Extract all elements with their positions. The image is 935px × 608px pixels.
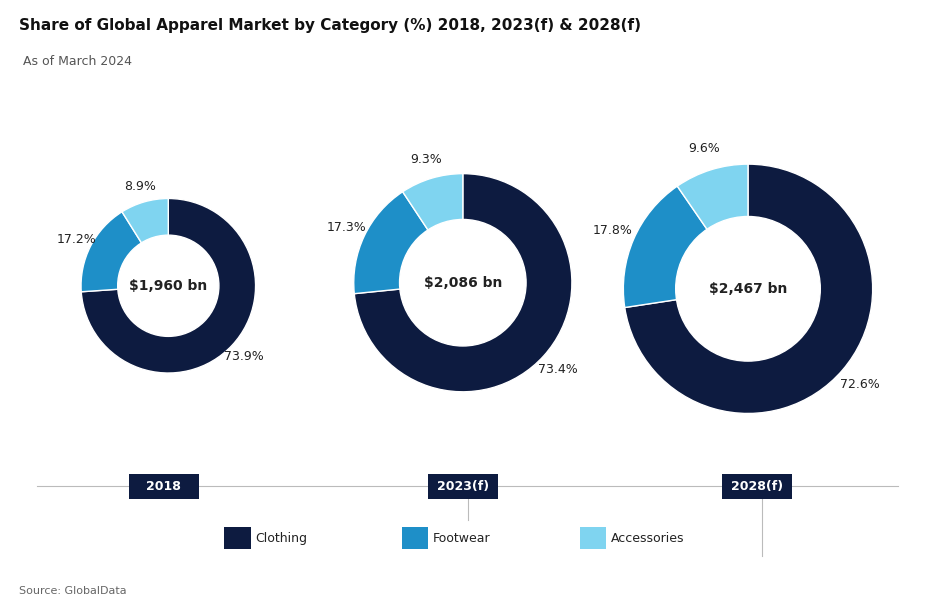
Text: $2,086 bn: $2,086 bn — [424, 275, 502, 290]
Wedge shape — [81, 212, 168, 292]
FancyBboxPatch shape — [402, 527, 428, 549]
Circle shape — [399, 219, 526, 346]
Text: Clothing: Clothing — [255, 531, 308, 545]
Wedge shape — [403, 174, 463, 283]
Text: Footwear: Footwear — [433, 531, 491, 545]
FancyBboxPatch shape — [580, 527, 606, 549]
Wedge shape — [624, 186, 748, 308]
FancyBboxPatch shape — [224, 527, 251, 549]
Text: 73.4%: 73.4% — [539, 362, 578, 376]
Wedge shape — [625, 164, 872, 413]
Wedge shape — [354, 174, 572, 392]
Text: 8.9%: 8.9% — [124, 181, 156, 193]
Text: 2028(f): 2028(f) — [731, 480, 784, 493]
Text: 9.3%: 9.3% — [410, 153, 441, 166]
FancyBboxPatch shape — [128, 474, 198, 499]
Circle shape — [676, 216, 820, 361]
Text: 17.8%: 17.8% — [593, 224, 633, 237]
Wedge shape — [122, 198, 168, 286]
Text: 2018: 2018 — [146, 480, 181, 493]
Text: 17.2%: 17.2% — [57, 232, 96, 246]
Text: 9.6%: 9.6% — [688, 142, 720, 155]
Text: 17.3%: 17.3% — [326, 221, 367, 234]
FancyBboxPatch shape — [428, 474, 497, 499]
FancyBboxPatch shape — [723, 474, 793, 499]
Text: Accessories: Accessories — [611, 531, 684, 545]
Wedge shape — [353, 192, 463, 294]
Text: 72.6%: 72.6% — [840, 378, 880, 391]
Text: Source: GlobalData: Source: GlobalData — [19, 586, 126, 596]
Text: As of March 2024: As of March 2024 — [23, 55, 133, 67]
Text: Share of Global Apparel Market by Category (%) 2018, 2023(f) & 2028(f): Share of Global Apparel Market by Catego… — [19, 18, 640, 33]
Circle shape — [118, 235, 219, 336]
Text: 2023(f): 2023(f) — [437, 480, 489, 493]
Wedge shape — [81, 198, 255, 373]
Text: $2,467 bn: $2,467 bn — [709, 282, 787, 296]
Text: 73.9%: 73.9% — [223, 350, 264, 362]
Wedge shape — [677, 164, 748, 289]
Text: $1,960 bn: $1,960 bn — [129, 278, 208, 293]
